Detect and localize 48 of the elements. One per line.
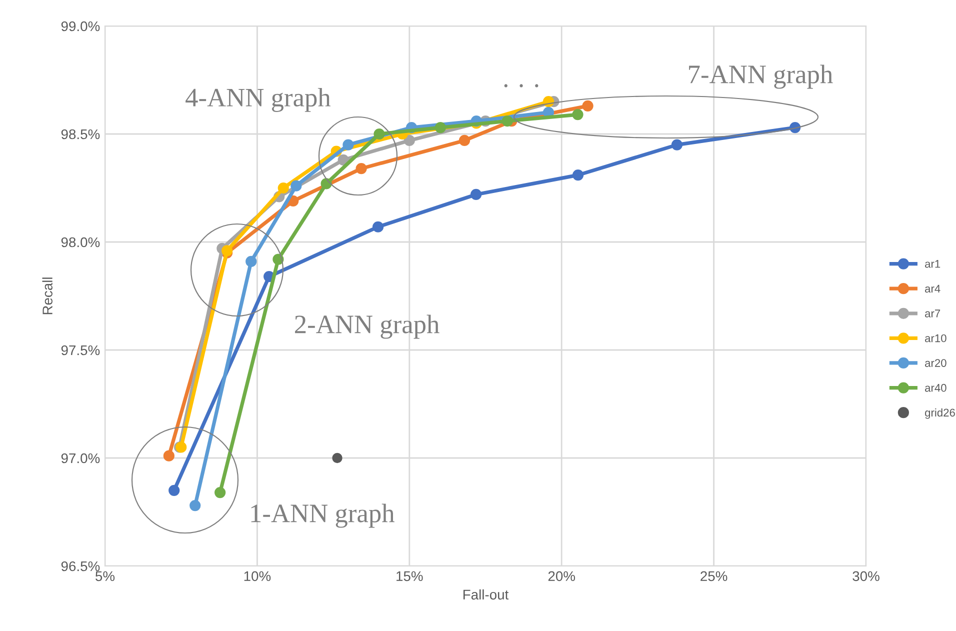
point <box>470 188 482 200</box>
y-tick-label: 97.5% <box>61 345 100 356</box>
legend-label: ar1 <box>925 260 940 268</box>
point <box>671 139 683 150</box>
x-tick-label: 10% <box>244 571 271 582</box>
point <box>168 484 180 496</box>
legend-label: ar40 <box>925 384 946 392</box>
point <box>332 452 342 464</box>
x-axis-title: Fall-out <box>463 589 509 600</box>
legend-label: ar4 <box>925 284 940 293</box>
legend-label: ar20 <box>925 359 946 367</box>
y-tick-label: 96.5% <box>61 561 100 572</box>
point <box>214 487 226 498</box>
y-tick-label: 98.0% <box>61 237 100 248</box>
x-tick-label: 20% <box>548 571 576 582</box>
legend-label: grid26 <box>925 408 955 419</box>
annotation: 2-ANN graph <box>295 314 440 339</box>
point <box>290 180 302 192</box>
legend-label: ar10 <box>925 334 946 342</box>
y-tick-label: 99.0% <box>61 21 100 32</box>
point <box>374 128 385 140</box>
annotation: · · · <box>504 84 538 88</box>
annotation: 4-ANN graph <box>186 88 331 112</box>
point <box>342 139 354 150</box>
point <box>502 115 513 127</box>
point <box>372 221 384 232</box>
y-axis-title: Recall <box>42 278 52 314</box>
x-tick-label: 15% <box>396 571 423 582</box>
point <box>582 100 594 112</box>
x-tick-label: 30% <box>852 571 880 582</box>
point <box>404 134 415 146</box>
point <box>572 169 584 181</box>
legend-label: ar7 <box>925 310 940 318</box>
point <box>278 182 289 194</box>
y-tick-label: 97.0% <box>61 453 100 464</box>
annotation: 1-ANN graph <box>251 504 394 528</box>
point <box>572 109 584 120</box>
x-tick-label: 25% <box>700 571 728 582</box>
point <box>246 256 257 267</box>
point <box>356 163 367 174</box>
point <box>338 154 349 166</box>
x-tick-label: 5% <box>96 571 115 582</box>
point <box>458 134 470 146</box>
point <box>434 122 446 134</box>
y-tick-label: 98.5% <box>61 129 100 140</box>
point <box>163 450 174 462</box>
point <box>190 500 201 512</box>
annotation: 7-ANN graph <box>689 64 833 89</box>
